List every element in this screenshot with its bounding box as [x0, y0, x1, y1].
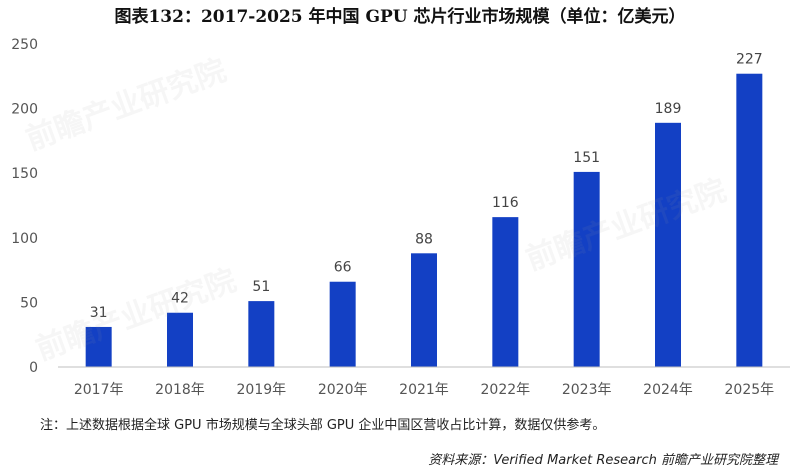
- footnote: 注：上述数据根据全球 GPU 市场规模与全球头部 GPU 企业中国区营收占比计算…: [40, 418, 606, 433]
- data-label: 51: [252, 279, 270, 295]
- y-tick-label: 200: [11, 102, 38, 118]
- bar: [655, 122, 681, 367]
- bar: [492, 217, 519, 367]
- data-label: 66: [334, 260, 352, 276]
- data-label: 151: [573, 150, 600, 166]
- bar: [736, 73, 763, 367]
- bar: [573, 171, 600, 367]
- y-tick-label: 0: [29, 360, 38, 376]
- data-label: 189: [655, 101, 682, 117]
- y-tick-label: 250: [11, 37, 38, 53]
- source-line: 资料来源：Verified Market Research 前瞻产业研究院整理: [428, 453, 778, 468]
- x-tick-label: 2022年: [481, 382, 531, 398]
- bar: [167, 312, 193, 367]
- x-tick-label: 2017年: [74, 382, 124, 398]
- data-label: 88: [415, 231, 433, 247]
- bar: [248, 301, 275, 367]
- x-tick-label: 2023年: [562, 382, 612, 398]
- x-tick-label: 2024年: [643, 382, 693, 398]
- bar: [329, 281, 356, 367]
- x-axis: 2017年 2018年 2019年 2020年 2021年 2022年 2023年 2024年…: [58, 366, 790, 398]
- bar: [411, 253, 437, 367]
- data-label: 116: [492, 195, 519, 211]
- x-tick-label: 2025年: [725, 382, 775, 398]
- data-label: 31: [90, 305, 108, 321]
- y-tick-label: 50: [20, 295, 38, 311]
- bars-group: 31 42 51 66 88 116 151 189 227: [85, 52, 763, 367]
- bar: [85, 326, 112, 367]
- x-tick-label: 2021年: [399, 382, 449, 398]
- data-label: 227: [736, 52, 763, 68]
- y-tick-label: 150: [11, 166, 38, 182]
- data-label: 42: [171, 291, 189, 307]
- x-tick-label: 2018年: [155, 382, 205, 398]
- x-tick-label: 2019年: [237, 382, 287, 398]
- y-axis: 0 50 100 150 200 250: [11, 37, 38, 376]
- chart-title: 图表132：2017-2025 年中国 GPU 芯片行业市场规模（单位：亿美元）: [114, 7, 686, 27]
- x-tick-label: 2020年: [318, 382, 368, 398]
- y-tick-label: 100: [11, 231, 38, 247]
